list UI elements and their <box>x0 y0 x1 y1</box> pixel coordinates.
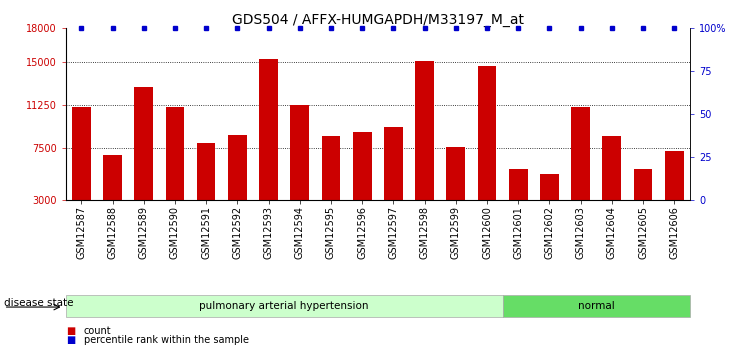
Bar <box>322 136 340 235</box>
Bar <box>228 135 247 235</box>
Bar <box>602 136 621 235</box>
Text: count: count <box>84 326 112 335</box>
Title: GDS504 / AFFX-HUMGAPDH/M33197_M_at: GDS504 / AFFX-HUMGAPDH/M33197_M_at <box>231 12 523 27</box>
Bar <box>103 155 122 235</box>
Text: disease state: disease state <box>4 298 73 308</box>
Bar <box>665 151 683 235</box>
Bar <box>415 61 434 235</box>
Bar <box>353 132 372 235</box>
Bar <box>540 174 558 235</box>
Bar <box>291 105 309 235</box>
Bar <box>447 147 465 235</box>
Bar <box>477 66 496 235</box>
Bar <box>502 295 690 317</box>
Bar <box>166 107 184 235</box>
Bar <box>384 127 403 235</box>
Bar <box>509 169 528 235</box>
Text: percentile rank within the sample: percentile rank within the sample <box>84 335 249 345</box>
Bar <box>134 87 153 235</box>
Bar <box>572 107 590 235</box>
Text: normal: normal <box>578 301 615 311</box>
Text: ■: ■ <box>66 326 75 335</box>
Bar <box>634 169 653 235</box>
Bar <box>66 295 502 317</box>
Bar <box>197 142 215 235</box>
Bar <box>72 107 91 235</box>
Text: pulmonary arterial hypertension: pulmonary arterial hypertension <box>199 301 369 311</box>
Text: ■: ■ <box>66 335 75 345</box>
Bar <box>259 59 278 235</box>
